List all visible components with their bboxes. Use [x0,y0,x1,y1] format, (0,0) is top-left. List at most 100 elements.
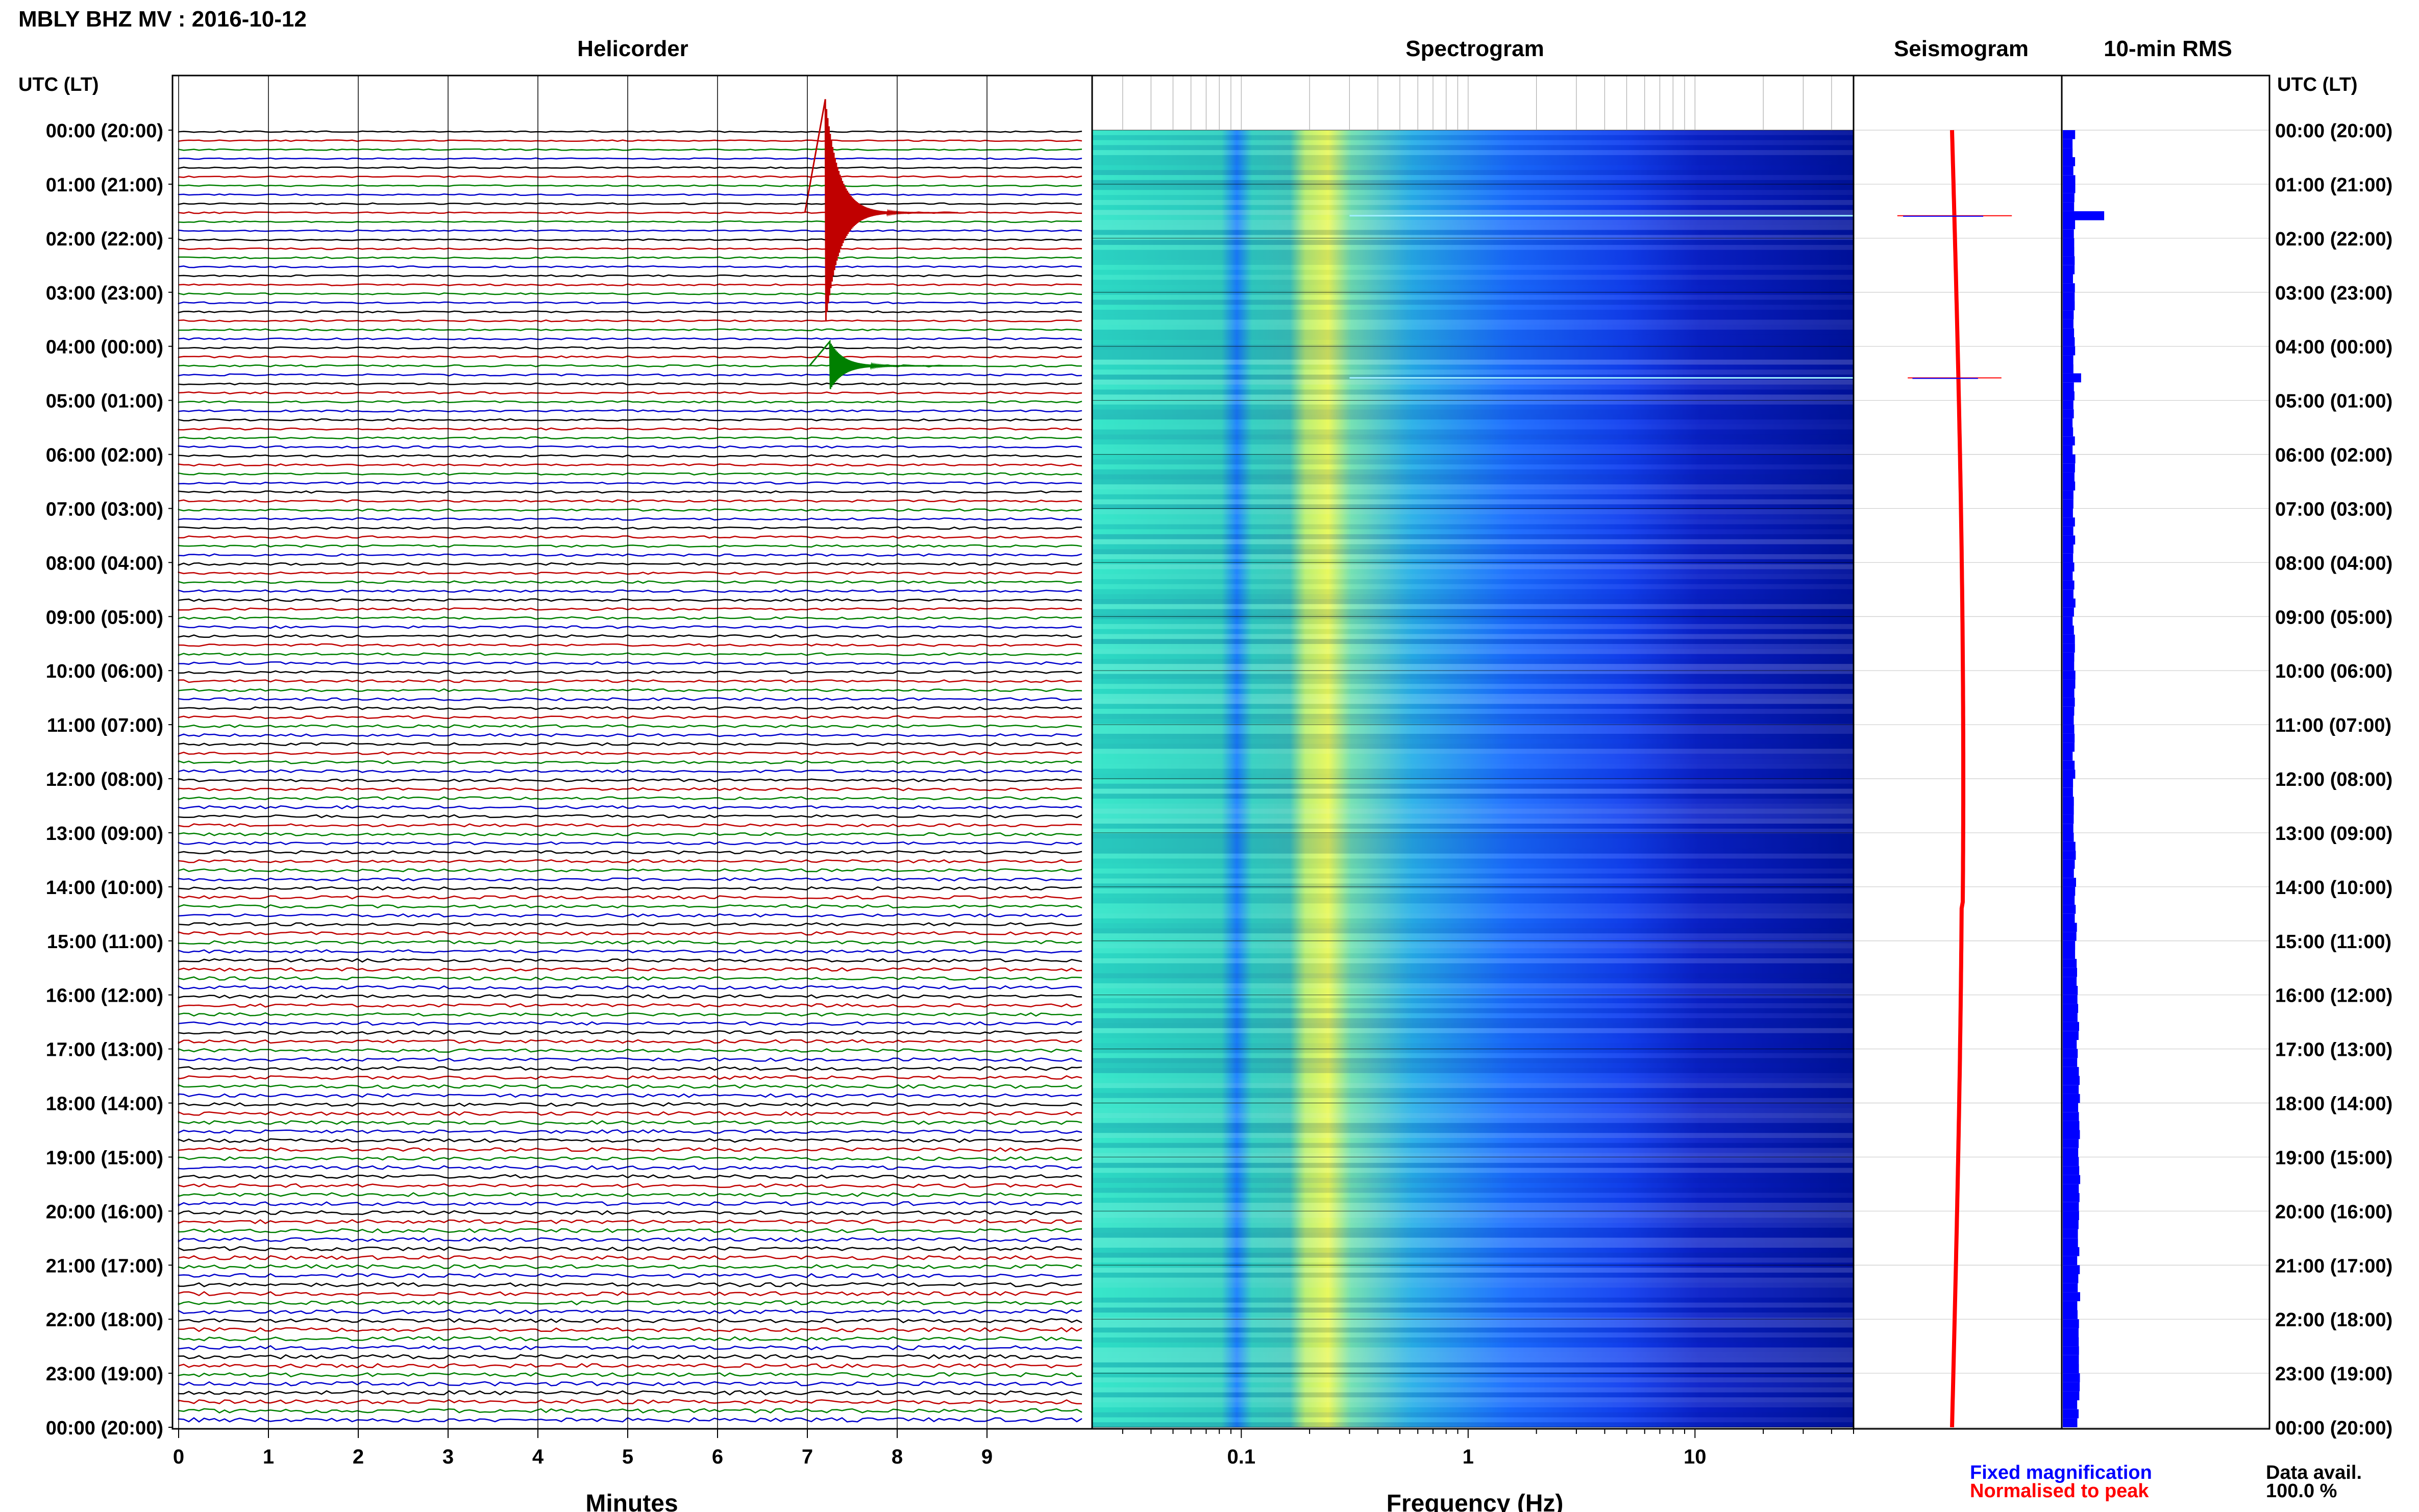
rms-bar [2063,139,2073,148]
helicorder-trace [178,1075,1082,1080]
helicorder-trace [178,1057,1082,1062]
helicorder-event [804,99,958,321]
helicorder-trace [178,859,1082,863]
helicorder-trace [178,328,1082,332]
rms-bar [2063,1373,2080,1382]
rms-bar [2063,130,2076,139]
spectrogram-row [1092,1223,1854,1228]
helicorder-trace [178,1264,1082,1270]
spectrogram-row [1092,559,1854,564]
helicorder-trace [178,1363,1082,1369]
spectrogram-row [1092,1287,1854,1293]
spectrogram-row [1092,1013,1854,1019]
helicorder-trace [178,742,1082,747]
helicorder-trace [178,1354,1082,1359]
spectrogram-row [1092,873,1854,879]
time-tick-label: 03:00 (23:00) [46,283,163,304]
rms-bar [2063,878,2076,887]
helicorder-x-tick-label: 4 [532,1446,544,1468]
spectrogram-row [1092,713,1854,719]
spectrogram-row [1092,240,1854,245]
rms-bar [2063,1031,2079,1040]
time-tick-label: 00:00 (20:00) [2275,120,2392,142]
time-tick-label: 16:00 (12:00) [46,985,163,1007]
spectrogram-row [1092,594,1854,600]
spectrogram-row [1092,1412,1854,1418]
rms-bar [2063,643,2075,653]
rms-bar [2063,598,2076,608]
spectrogram-row [1092,330,1854,335]
time-tick-label: 07:00 (03:00) [2275,499,2392,520]
spectrogram-row [1092,754,1854,759]
rms-bar [2063,562,2075,572]
rms-bar [2063,1112,2079,1121]
spectrogram-row [1092,893,1854,899]
helicorder-trace [178,715,1082,720]
spectrogram-row [1092,1297,1854,1303]
spectrogram-row [1092,1367,1854,1373]
rms-bar [2063,1022,2079,1031]
spectrogram-row [1092,454,1854,460]
rms-bar [2063,1346,2079,1355]
helicorder-trace [178,1003,1082,1008]
spectrogram-row [1092,449,1854,455]
helicorder-trace [178,1372,1082,1378]
time-tick-label: 02:00 (22:00) [46,229,163,250]
seismogram-normalised-to-peak-trace [1950,130,1965,1428]
helicorder-trace [178,166,1082,169]
spectrogram-row [1092,384,1854,390]
spectrogram-row [1092,1153,1854,1158]
seismogram-title: Seismogram [1894,36,2029,61]
spectrogram-row [1092,1293,1854,1298]
spectrogram-row [1092,838,1854,844]
rms-bar [2063,607,2074,617]
helicorder-trace [178,940,1082,945]
helicorder-events [804,99,963,389]
rms-bar [2063,1247,2080,1256]
time-tick-label: 04:00 (00:00) [2275,337,2392,358]
time-tick-label: 19:00 (15:00) [2275,1147,2392,1169]
rms-bar [2063,508,2073,518]
helicorder-trace [178,274,1082,278]
spectrogram-row [1092,554,1854,559]
spectrogram-row [1092,743,1854,749]
rms-bar [2063,1139,2079,1148]
spectrogram-row [1092,504,1854,510]
spectrogram-row [1092,459,1854,465]
spectrogram-row [1092,1377,1854,1382]
spectrogram-row [1092,624,1854,629]
rms-bars [2063,130,2105,1427]
helicorder-trace [178,625,1082,629]
time-tick-label: 01:00 (21:00) [2275,175,2392,196]
spectrogram-row [1092,389,1854,395]
spectrogram-row [1092,519,1854,525]
spectrogram-row [1092,1198,1854,1203]
spectrogram-row [1092,244,1854,250]
rms-bar [2063,625,2074,635]
helicorder-trace [178,508,1082,512]
helicorder-trace [178,769,1082,774]
rms-bar [2063,770,2076,779]
spectrogram-row [1092,1053,1854,1058]
spectrogram-row [1092,1008,1854,1013]
spectrogram-row [1092,344,1854,350]
helicorder-trace [178,1066,1082,1071]
spectrogram-hour-lines [1092,130,1854,1428]
time-tick-label: 15:00 (11:00) [2275,931,2391,953]
spectrogram-row [1092,853,1854,859]
time-tick-label: 22:00 (18:00) [2275,1309,2392,1331]
rms-bar [2063,652,2075,662]
helicorder-trace [178,130,1082,133]
helicorder-trace [178,1327,1082,1333]
helicorder-trace [178,850,1082,855]
time-tick-label: 11:00 (07:00) [47,715,163,736]
rms-bar [2063,1166,2080,1175]
rms-bar [2063,364,2074,374]
spectrogram-row [1092,350,1854,355]
spectrogram-row [1092,574,1854,579]
helicorder-x-tick-label: 9 [981,1446,993,1468]
helicorder-trace [178,1246,1082,1251]
helicorder-x-tick-label: 0 [173,1446,184,1468]
spectrogram-row [1092,978,1854,983]
helicorder-trace [178,1021,1082,1026]
